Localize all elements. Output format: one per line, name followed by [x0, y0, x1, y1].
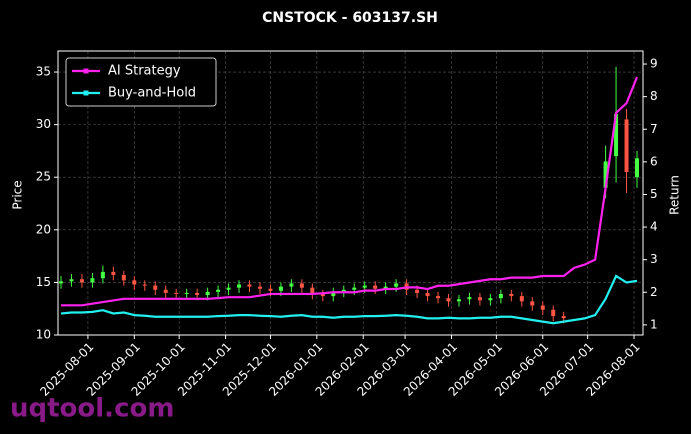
candle-body [477, 297, 482, 301]
candle-body [561, 316, 566, 319]
y2-tick-label: 5 [650, 187, 658, 201]
candle-body [341, 289, 346, 292]
series-line [60, 76, 639, 307]
candle-body [603, 161, 608, 188]
candle-body [436, 296, 441, 299]
candle-body [509, 293, 514, 297]
candle-body [216, 289, 221, 292]
candle-body [551, 309, 556, 317]
candle-body [352, 287, 357, 290]
candle-body [299, 283, 304, 288]
candle-body [540, 305, 545, 310]
candle-body [320, 293, 325, 297]
candle-body [90, 278, 95, 283]
candle-body [184, 292, 189, 294]
candle-body [247, 284, 252, 287]
y2-tick-label: 2 [650, 285, 658, 299]
y2-tick-label: 9 [650, 57, 658, 71]
candle-body [100, 271, 105, 279]
candle-body [142, 284, 147, 286]
chart-title: CNSTOCK - 603137.SH [262, 10, 438, 26]
y-tick-label: 15 [36, 275, 51, 289]
legend-box [65, 57, 217, 107]
candle-body [467, 297, 472, 300]
legend: AI Strategy Buy-and-Hold [65, 57, 217, 107]
candle-body [383, 286, 388, 289]
candle-body [331, 291, 336, 297]
y-tick-label: 35 [36, 65, 51, 79]
y2-axis-label: Return [668, 175, 682, 215]
candle-body [488, 298, 493, 301]
y-tick-label: 30 [36, 117, 51, 131]
candle-body [195, 292, 200, 296]
candle-body [530, 301, 535, 306]
candle-body [310, 287, 315, 294]
candle-body [268, 288, 273, 291]
candle-body [614, 114, 619, 157]
candle-body [79, 279, 84, 283]
y2-tick-label: 1 [650, 317, 658, 331]
candle-body [519, 296, 524, 302]
candle-body [257, 286, 262, 289]
y-tick-label: 10 [36, 328, 51, 342]
y2-tick-label: 7 [650, 122, 658, 136]
candle-body [153, 285, 158, 290]
candle-body [635, 158, 640, 178]
candle-body [362, 285, 367, 288]
candle-body [278, 286, 283, 291]
y2-tick-label: 6 [650, 154, 658, 168]
candle-body [394, 283, 399, 287]
candle-body [174, 292, 179, 294]
legend-marker [83, 90, 89, 96]
candle-body [226, 287, 231, 290]
candle-body [132, 280, 137, 285]
candle-body [498, 293, 503, 299]
candle-body [289, 283, 294, 287]
candle-body [58, 281, 63, 284]
candle-body [456, 299, 461, 302]
y2-tick-label: 3 [650, 252, 658, 266]
candle-body [111, 271, 116, 276]
candle-body [425, 292, 430, 297]
legend-marker [83, 68, 89, 74]
candle-body [373, 285, 378, 289]
plot-frame [57, 50, 644, 336]
candle-body [624, 119, 629, 172]
candle-body [446, 298, 451, 302]
candle-body [237, 284, 242, 288]
legend-label: AI Strategy [108, 64, 181, 79]
candle-body [69, 279, 74, 282]
series-line [60, 274, 638, 325]
y2-tick-label: 4 [650, 220, 658, 234]
y-axis-label: Price [11, 180, 25, 209]
y-tick-label: 20 [36, 222, 51, 236]
legend-label: Buy-and-Hold [108, 86, 196, 101]
candle-body [121, 275, 126, 281]
y-tick-label: 25 [36, 170, 51, 184]
candle-body [163, 289, 168, 293]
watermark: uqtool.com [10, 394, 174, 424]
candle-body [415, 289, 420, 293]
y2-tick-label: 8 [650, 89, 658, 103]
candle-body [205, 291, 210, 296]
